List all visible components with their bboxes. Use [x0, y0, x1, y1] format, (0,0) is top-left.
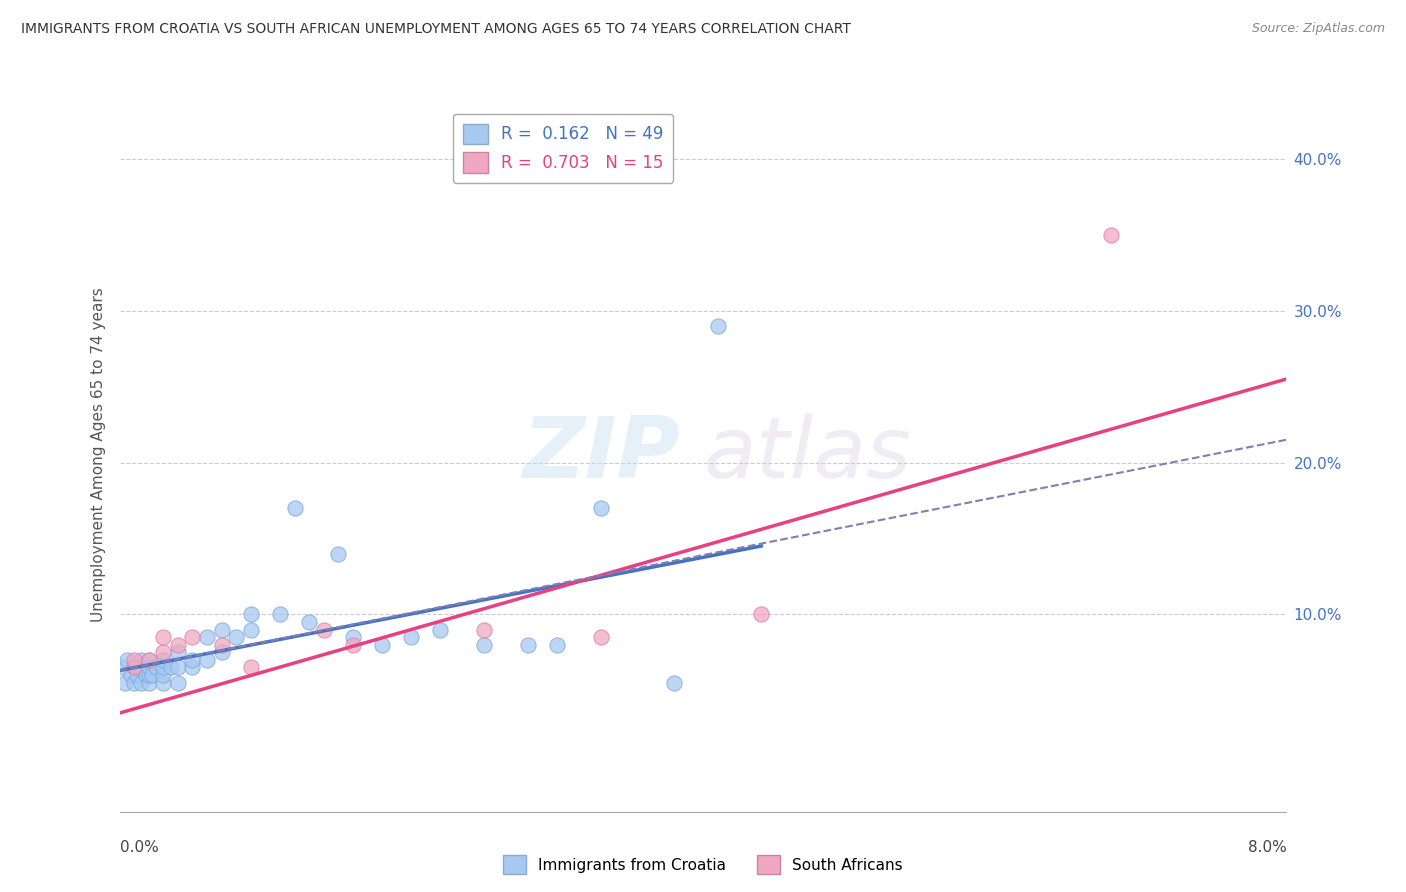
- Point: [342, 630, 364, 644]
- Point: [115, 653, 138, 667]
- Point: [589, 630, 612, 644]
- Point: [269, 607, 291, 622]
- Point: [472, 623, 495, 637]
- Point: [152, 645, 174, 659]
- Point: [472, 638, 495, 652]
- Point: [122, 660, 145, 674]
- Point: [1099, 227, 1122, 242]
- Point: [131, 675, 153, 690]
- Point: [122, 653, 145, 667]
- Point: [138, 660, 160, 674]
- Point: [546, 638, 568, 652]
- Text: ZIP: ZIP: [522, 413, 679, 497]
- Point: [225, 630, 247, 644]
- Point: [211, 645, 233, 659]
- Point: [138, 653, 160, 667]
- Point: [135, 668, 157, 682]
- Text: 8.0%: 8.0%: [1247, 840, 1286, 855]
- Point: [342, 638, 364, 652]
- Point: [125, 668, 148, 682]
- Text: Source: ZipAtlas.com: Source: ZipAtlas.com: [1251, 22, 1385, 36]
- Point: [166, 645, 188, 659]
- Point: [138, 675, 160, 690]
- Point: [239, 623, 262, 637]
- Point: [152, 660, 174, 674]
- Point: [131, 660, 153, 674]
- Point: [328, 547, 350, 561]
- Point: [399, 630, 422, 644]
- Point: [111, 660, 134, 674]
- Text: 0.0%: 0.0%: [120, 840, 159, 855]
- Text: IMMIGRANTS FROM CROATIA VS SOUTH AFRICAN UNEMPLOYMENT AMONG AGES 65 TO 74 YEARS : IMMIGRANTS FROM CROATIA VS SOUTH AFRICAN…: [21, 22, 851, 37]
- Point: [141, 668, 163, 682]
- Point: [138, 653, 160, 667]
- Point: [181, 653, 204, 667]
- Point: [138, 668, 160, 682]
- Point: [166, 638, 188, 652]
- Y-axis label: Unemployment Among Ages 65 to 74 years: Unemployment Among Ages 65 to 74 years: [90, 287, 105, 623]
- Point: [114, 675, 136, 690]
- Point: [211, 638, 233, 652]
- Point: [120, 668, 142, 682]
- Point: [152, 630, 174, 644]
- Point: [239, 660, 262, 674]
- Point: [152, 653, 174, 667]
- Point: [131, 653, 153, 667]
- Point: [127, 660, 149, 674]
- Point: [211, 623, 233, 637]
- Point: [517, 638, 540, 652]
- Legend: Immigrants from Croatia, South Africans: Immigrants from Croatia, South Africans: [498, 849, 908, 880]
- Point: [159, 660, 181, 674]
- Point: [181, 660, 204, 674]
- Point: [152, 668, 174, 682]
- Point: [429, 623, 451, 637]
- Point: [195, 653, 218, 667]
- Point: [122, 660, 145, 674]
- Point: [312, 623, 335, 637]
- Point: [195, 630, 218, 644]
- Point: [145, 660, 167, 674]
- Point: [371, 638, 394, 652]
- Point: [122, 675, 145, 690]
- Point: [166, 675, 188, 690]
- Point: [181, 630, 204, 644]
- Point: [662, 675, 685, 690]
- Point: [283, 501, 307, 516]
- Point: [749, 607, 772, 622]
- Point: [706, 318, 728, 333]
- Point: [166, 660, 188, 674]
- Point: [298, 615, 321, 629]
- Point: [589, 501, 612, 516]
- Text: atlas: atlas: [703, 413, 911, 497]
- Point: [239, 607, 262, 622]
- Point: [152, 675, 174, 690]
- Legend: R =  0.162   N = 49, R =  0.703   N = 15: R = 0.162 N = 49, R = 0.703 N = 15: [453, 113, 673, 183]
